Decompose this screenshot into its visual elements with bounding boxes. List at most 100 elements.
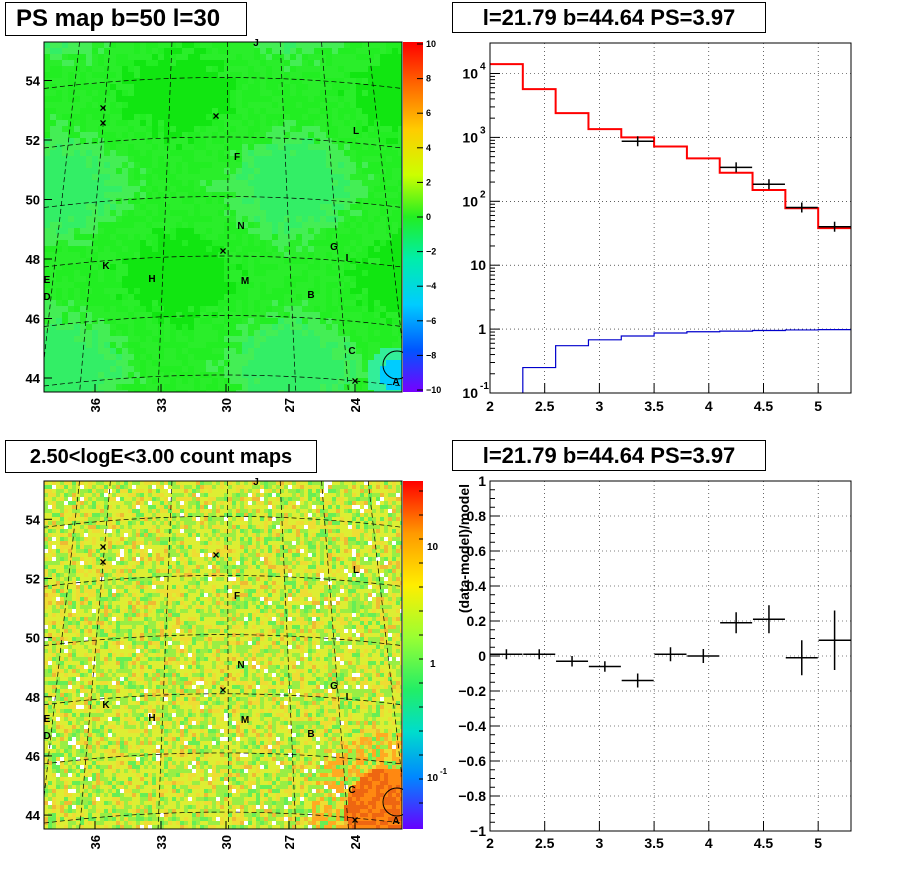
- count-map-cell: [68, 533, 72, 537]
- count-map-cell: [388, 497, 392, 501]
- ps-map-cell: [308, 312, 314, 318]
- ps-map-cell: [62, 48, 68, 54]
- ps-map-cell: [140, 174, 146, 180]
- ps-map-cell: [278, 186, 284, 192]
- count-map-cell: [120, 489, 124, 493]
- source-label: L: [353, 126, 359, 137]
- ps-map-cell: [266, 126, 272, 132]
- ps-map-cell: [272, 270, 278, 276]
- ps-map-cell: [296, 282, 302, 288]
- ps-map-cell: [326, 336, 332, 342]
- ps-map-cell: [110, 126, 116, 132]
- ps-map-cell: [116, 378, 122, 384]
- ps-map-cell: [386, 282, 392, 288]
- ps-map-cell: [194, 168, 200, 174]
- ps-map-cell: [218, 306, 224, 312]
- ps-map-cell: [218, 366, 224, 372]
- count-map-cell: [148, 497, 152, 501]
- ps-map-cell: [62, 378, 68, 384]
- source-label: G: [330, 242, 338, 253]
- ps-map-cell: [110, 60, 116, 66]
- count-map-cell: [400, 481, 402, 485]
- ps-map-cell: [62, 198, 68, 204]
- ps-map-cell: [128, 384, 134, 390]
- ps-map-cell: [74, 312, 80, 318]
- ps-map-cell: [398, 96, 402, 102]
- ps-map-cell: [176, 294, 182, 300]
- ps-map-cell: [356, 180, 362, 186]
- ps-map-cell: [176, 126, 182, 132]
- ps-map-cell: [242, 84, 248, 90]
- ps-map-cell: [86, 84, 92, 90]
- count-map-cell: [84, 533, 88, 537]
- count-map-cell: [348, 525, 352, 529]
- count-map-cell: [376, 481, 380, 485]
- ps-map-cell: [62, 156, 68, 162]
- ps-map-cell: [158, 234, 164, 240]
- count-map-cell: [260, 513, 264, 517]
- ps-map-cell: [98, 156, 104, 162]
- ps-map-cell: [212, 60, 218, 66]
- count-map-cell: [104, 489, 108, 493]
- ps-map-cell: [116, 312, 122, 318]
- count-map-cell: [96, 541, 100, 545]
- count-map-cell: [220, 537, 224, 541]
- count-map-cell: [108, 501, 112, 505]
- count-map-cell: [212, 497, 216, 501]
- ps-map-cell: [224, 300, 230, 306]
- ps-map-cell: [332, 390, 338, 392]
- count-map-cell: [392, 481, 396, 485]
- count-map-cell: [216, 501, 220, 505]
- ps-map-cell: [104, 132, 110, 138]
- ps-map-cell: [104, 348, 110, 354]
- ps-map-cell: [254, 150, 260, 156]
- count-map-cell: [84, 529, 88, 533]
- ps-map-cell: [374, 102, 380, 108]
- ps-map-cell: [152, 162, 158, 168]
- ps-map-cell: [266, 354, 272, 360]
- ps-map-cell: [242, 48, 248, 54]
- ps-map-cell: [176, 372, 182, 378]
- ps-map-cell: [278, 294, 284, 300]
- ps-map-cell: [398, 330, 402, 336]
- ps-map-cell: [92, 186, 98, 192]
- ps-map-cell: [230, 108, 236, 114]
- ps-map-cell: [104, 126, 110, 132]
- count-map-cell: [44, 537, 48, 541]
- count-map-cell: [52, 489, 56, 493]
- count-map-cell: [196, 489, 200, 493]
- ps-map-cell: [134, 72, 140, 78]
- count-map-cell: [68, 517, 72, 521]
- ps-map-cell: [314, 144, 320, 150]
- source-label: K: [102, 261, 110, 272]
- ps-map-cell: [224, 234, 230, 240]
- ps-map-cell: [164, 186, 170, 192]
- count-map-cell: [96, 489, 100, 493]
- ps-map-cell: [158, 108, 164, 114]
- count-map-cell: [132, 513, 136, 517]
- ps-map-cell: [296, 366, 302, 372]
- ps-map-cell: [362, 84, 368, 90]
- ps-map-cell: [182, 264, 188, 270]
- count-map-cell: [380, 525, 384, 529]
- ps-map-cell: [110, 240, 116, 246]
- ps-map-cell: [314, 306, 320, 312]
- ps-map-cell: [110, 330, 116, 336]
- ps-map-cell: [110, 162, 116, 168]
- ps-map-cell: [362, 144, 368, 150]
- count-map-cell: [240, 529, 244, 533]
- ps-map-cell: [356, 138, 362, 144]
- ps-map-cell: [80, 90, 86, 96]
- ps-map-cell: [386, 276, 392, 282]
- count-map-cell: [232, 513, 236, 517]
- count-map-cell: [264, 537, 268, 541]
- count-map-cell: [256, 485, 260, 489]
- ps-map-cell: [236, 186, 242, 192]
- ps-map-cell: [314, 210, 320, 216]
- ps-map-cell: [188, 336, 194, 342]
- ps-map-cell: [176, 276, 182, 282]
- ps-map-cell: [302, 270, 308, 276]
- ps-map-cell: [368, 60, 374, 66]
- ps-map-cell: [380, 258, 386, 264]
- ps-map-cell: [164, 372, 170, 378]
